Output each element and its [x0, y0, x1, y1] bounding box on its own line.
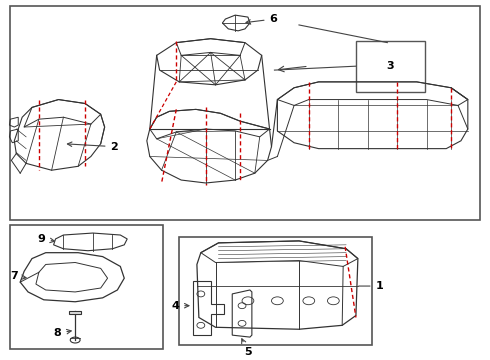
Text: 7: 7 — [10, 271, 26, 281]
Text: 2: 2 — [68, 142, 118, 152]
Text: 8: 8 — [54, 328, 71, 338]
Bar — [179, 237, 371, 345]
Text: 3: 3 — [387, 61, 394, 71]
Text: 4: 4 — [172, 301, 189, 311]
Bar — [10, 6, 480, 220]
Text: 9: 9 — [38, 234, 54, 244]
Polygon shape — [69, 311, 81, 314]
Text: 1: 1 — [359, 281, 383, 291]
Text: 6: 6 — [246, 14, 277, 24]
Text: 5: 5 — [242, 339, 252, 357]
Bar — [356, 41, 425, 92]
Bar — [10, 225, 163, 349]
